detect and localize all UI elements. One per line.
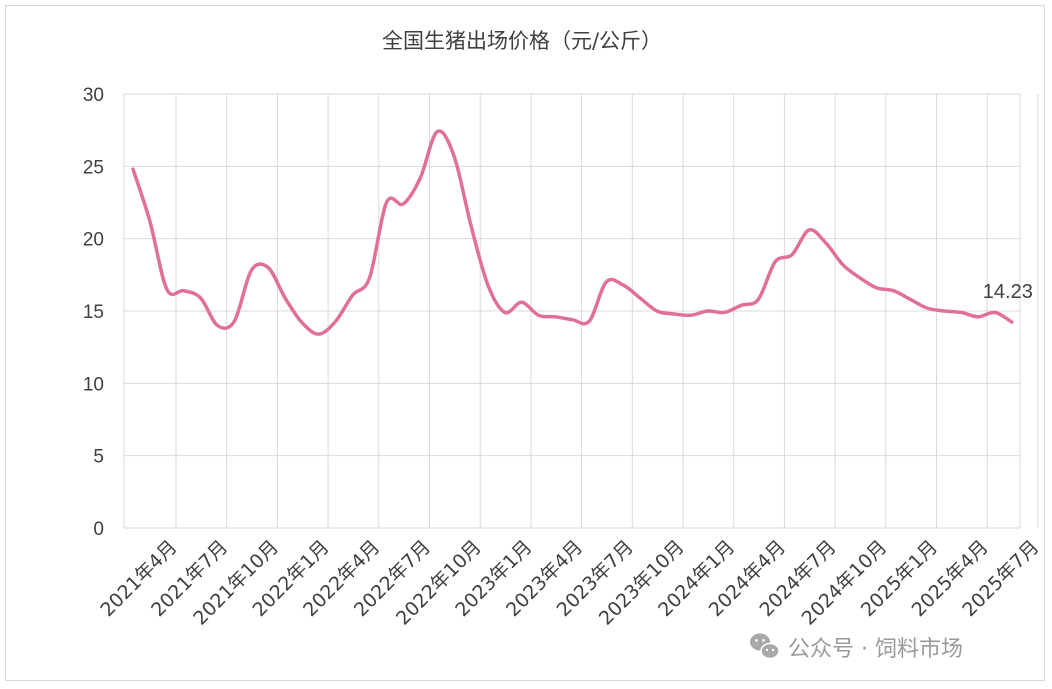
data-point — [908, 297, 912, 301]
data-point — [418, 176, 422, 180]
data-point — [520, 300, 524, 304]
data-point — [334, 319, 338, 323]
data-point — [621, 283, 625, 287]
gridlines — [123, 93, 1039, 529]
data-point — [232, 319, 236, 323]
data-point — [216, 323, 220, 327]
y-tick-label: 30 — [83, 85, 104, 106]
x-axis-ticks: 2021年4月2021年7月2021年10月2022年1月2022年4月2022… — [96, 536, 1043, 630]
data-point — [182, 289, 186, 293]
data-point — [587, 319, 591, 323]
y-tick-label: 15 — [83, 302, 104, 323]
data-point — [892, 289, 896, 293]
data-point — [875, 286, 879, 290]
y-tick-label: 25 — [83, 157, 104, 178]
data-point — [1010, 320, 1014, 324]
data-point — [317, 332, 321, 336]
watermark: 公众号 · 饲料市场 — [750, 633, 963, 662]
data-point — [824, 241, 828, 245]
data-point — [486, 283, 490, 287]
data-point — [993, 310, 997, 314]
data-point — [756, 297, 760, 301]
data-point — [503, 310, 507, 314]
data-point — [249, 268, 253, 272]
data-point — [858, 276, 862, 280]
watermark-text: 公众号 · 饲料市场 — [788, 637, 963, 662]
data-point — [638, 296, 642, 300]
y-axis-ticks: 0 5 10 15 20 25 30 — [83, 85, 104, 540]
data-points — [131, 130, 1014, 337]
data-point — [131, 167, 135, 171]
data-point — [604, 280, 608, 284]
data-point — [283, 296, 287, 300]
data-point — [841, 263, 845, 267]
y-tick-label: 20 — [83, 230, 104, 251]
data-point — [435, 130, 439, 134]
data-point — [942, 309, 946, 313]
data-point — [790, 253, 794, 257]
data-point — [706, 309, 710, 313]
chart-title: 全国生猪出场价格（元/公斤） — [382, 29, 662, 53]
data-point — [925, 306, 929, 310]
data-labels: 14.23 — [983, 281, 1033, 303]
data-point — [773, 260, 777, 264]
data-point — [554, 315, 558, 319]
chart-frame — [5, 5, 1045, 681]
data-point — [199, 296, 203, 300]
data-point — [452, 154, 456, 158]
y-tick-label: 10 — [83, 374, 104, 395]
data-point — [300, 321, 304, 325]
data-point — [689, 313, 693, 317]
data-point — [148, 219, 152, 223]
data-point — [266, 266, 270, 270]
data-point — [351, 293, 355, 297]
data-point — [959, 310, 963, 314]
data-point — [570, 318, 574, 322]
data-point — [739, 303, 743, 307]
data-label: 14.23 — [983, 281, 1033, 303]
data-point — [385, 201, 389, 205]
data-point — [469, 224, 473, 228]
data-point — [165, 287, 169, 291]
data-point — [807, 228, 811, 232]
data-point — [976, 315, 980, 319]
data-point — [537, 313, 541, 317]
data-point — [723, 310, 727, 314]
data-point — [368, 276, 372, 280]
y-tick-label: 0 — [93, 519, 104, 540]
series-line — [131, 129, 1014, 336]
data-point — [401, 202, 405, 206]
y-tick-label: 5 — [93, 447, 104, 468]
data-point — [655, 309, 659, 313]
data-point — [672, 312, 676, 316]
wechat-icon — [750, 633, 780, 660]
